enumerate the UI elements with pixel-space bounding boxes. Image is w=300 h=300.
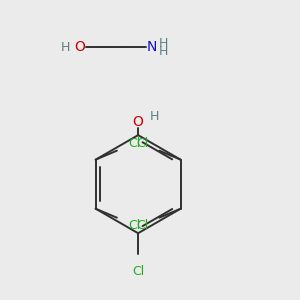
Text: O: O [75, 40, 86, 55]
Text: H: H [159, 37, 168, 50]
Text: Cl: Cl [128, 218, 140, 232]
Text: H: H [159, 45, 168, 58]
Text: Cl: Cl [132, 266, 144, 278]
Text: N: N [146, 40, 157, 55]
Text: H: H [61, 41, 70, 54]
Text: Cl: Cl [128, 137, 140, 150]
Text: Cl: Cl [136, 137, 148, 150]
Text: Cl: Cl [136, 218, 148, 232]
Text: O: O [133, 115, 143, 129]
Text: H: H [150, 110, 159, 123]
